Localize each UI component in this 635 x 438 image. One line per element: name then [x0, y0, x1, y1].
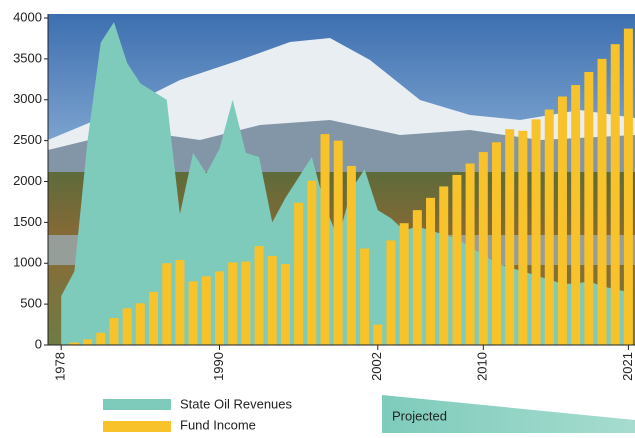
x-tick-label: 2002 [369, 352, 384, 381]
bar [321, 134, 330, 345]
bar [598, 59, 607, 345]
bar [584, 72, 593, 345]
x-tick-label: 2010 [475, 352, 490, 381]
bar [347, 166, 356, 345]
bar [466, 164, 475, 345]
bar [479, 152, 488, 345]
legend-label: Fund Income [180, 417, 256, 432]
legend-swatch [103, 421, 171, 432]
bar [624, 29, 633, 345]
bar [413, 210, 422, 345]
bar [268, 256, 277, 345]
y-tick-label: 2000 [13, 173, 42, 188]
legend-label: State Oil Revenues [180, 396, 293, 411]
bar [109, 318, 118, 345]
bar [281, 264, 290, 345]
x-tick-label: 1990 [211, 352, 226, 381]
bar [123, 308, 132, 345]
bar [334, 141, 343, 345]
annotation: Projected [392, 408, 447, 423]
bar [545, 110, 554, 345]
x-tick-label: 1978 [53, 352, 68, 381]
y-tick-label: 500 [20, 296, 42, 311]
bar [558, 96, 567, 345]
bar [373, 325, 382, 345]
chart: State Oil Revenues Fund Income Projected… [0, 0, 635, 433]
bar [307, 181, 316, 345]
y-tick-label: 1000 [13, 255, 42, 270]
bar [162, 263, 171, 345]
bar [136, 303, 145, 345]
y-tick-label: 1500 [13, 214, 42, 229]
bar [83, 339, 92, 345]
bar [518, 131, 527, 345]
legend: State Oil Revenues Fund Income [103, 396, 293, 432]
x-tick-label: 2021 [620, 352, 635, 381]
bar [492, 142, 501, 345]
bar [452, 175, 461, 345]
bar [360, 249, 369, 345]
y-tick-label: 3500 [13, 50, 42, 65]
bar [175, 260, 184, 345]
bar [294, 203, 303, 345]
bar [228, 262, 237, 345]
y-tick-label: 0 [35, 336, 42, 351]
y-tick-label: 3000 [13, 91, 42, 106]
y-tick-label: 2500 [13, 132, 42, 147]
bar [571, 85, 580, 345]
bar [426, 198, 435, 345]
legend-swatch [103, 399, 171, 410]
bar [439, 186, 448, 345]
bar [149, 292, 158, 345]
bar [532, 119, 541, 345]
bar [202, 276, 211, 345]
bar [611, 44, 620, 345]
y-tick-label: 4000 [13, 9, 42, 24]
bar [386, 240, 395, 345]
bar [96, 333, 105, 345]
bar [189, 281, 198, 345]
bar [400, 223, 409, 345]
bar [255, 246, 264, 345]
bar [241, 262, 250, 345]
bar [215, 271, 224, 345]
bar [505, 129, 514, 345]
